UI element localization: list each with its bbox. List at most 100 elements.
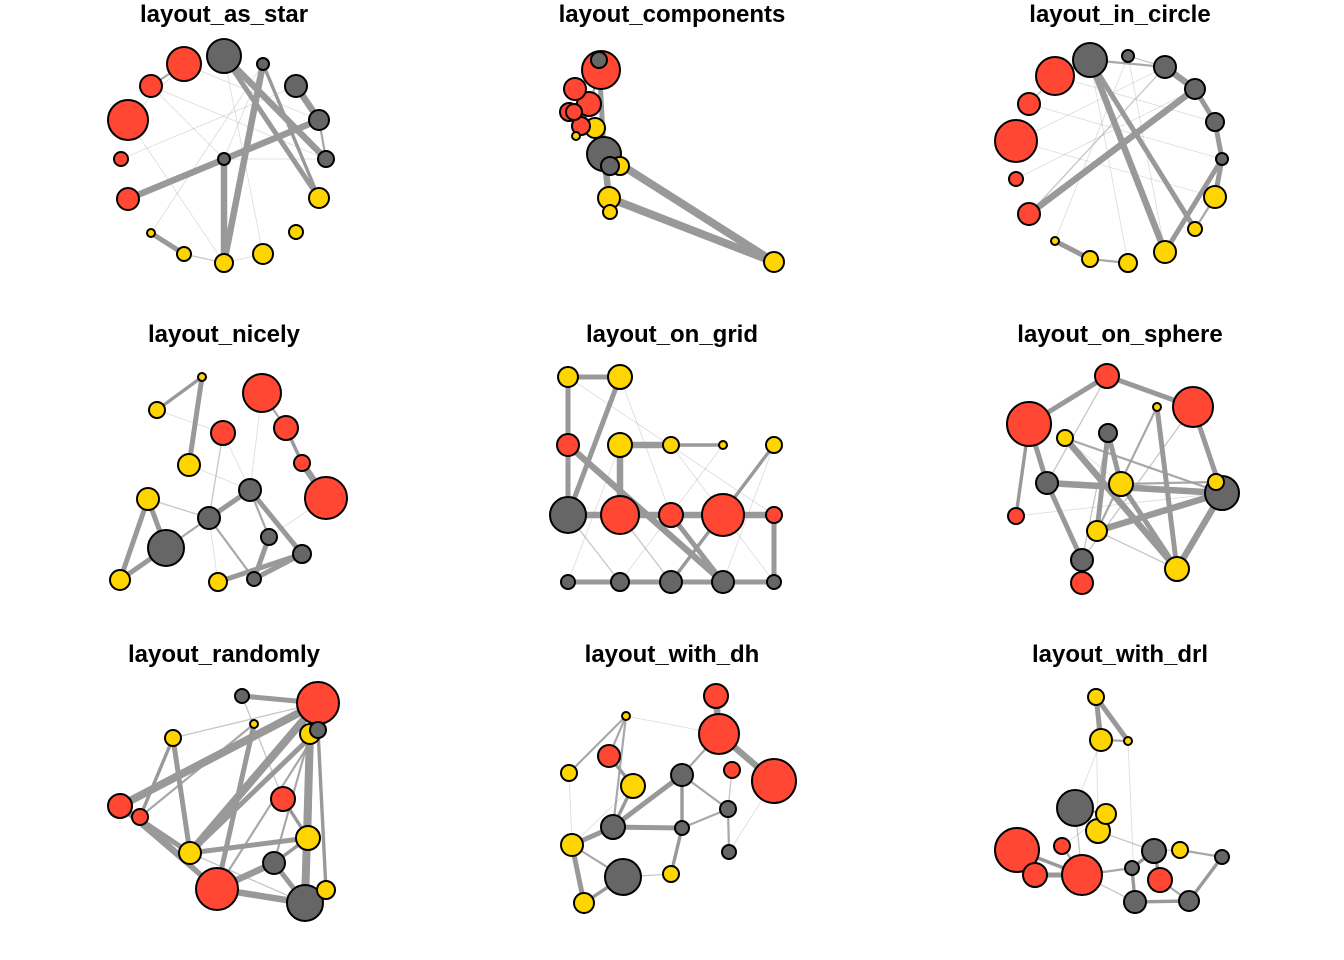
graph-node-red [1008,171,1024,187]
graph-edge [221,53,322,201]
graph-edge [571,785,634,846]
graph-edge [1096,530,1178,570]
graph-node-gray [256,57,270,71]
graph-node-red [273,415,299,441]
graph-edge [568,772,573,846]
graph-node-red [723,761,741,779]
graph-node-gray [721,844,737,860]
panel-layout-on-grid: layout_on_grid [549,321,783,594]
graph-node-red [597,744,621,768]
graph-edge [241,695,284,800]
panel-layout-in-circle: layout_in_circle [994,1,1229,273]
graph-edge [214,721,257,892]
graph-edge [186,374,205,468]
graph-node-yellow [178,841,202,865]
graph-node-red [1094,363,1120,389]
graph-node-red [1147,867,1173,893]
graph-edge [600,150,778,266]
graph-node-gray [590,51,608,69]
graph-node-red [195,867,239,911]
graph-edge [1015,66,1166,142]
graph-node-red [113,151,129,167]
panel-title: layout_with_drl [1032,641,1208,668]
graph-node-yellow [662,865,680,883]
graph-node-red [296,681,340,725]
graph-node-gray [1123,890,1147,914]
graph-node-gray [1205,112,1225,132]
graph-node-yellow [1056,429,1074,447]
graph-node-gray [309,721,327,739]
graph-node-gray [600,814,626,840]
graph-node-gray [1215,152,1229,166]
graph-edge [1086,56,1169,256]
graph-node-yellow [1153,240,1177,264]
graph-node-red [293,454,311,472]
graph-node-gray [1035,471,1059,495]
graph-edge [189,852,306,904]
graph-edge [150,63,264,234]
graph-edge [1118,481,1180,572]
graph-edge [150,85,225,160]
graph-node-yellow [765,436,783,454]
graph-edge [1054,75,1216,123]
graph-node-yellow [1171,841,1189,859]
graph-node-red [166,46,202,82]
graph-edge [1015,88,1196,180]
graph-node-gray [610,572,630,592]
graph-node-yellow [109,569,131,591]
graph-node-yellow [136,487,160,511]
graph-node-gray [317,150,335,168]
graph-node-gray [560,574,576,590]
graph-node-red [565,103,583,121]
graph-node-red [698,713,740,755]
graph-node-yellow [164,729,182,747]
graph-node-gray [766,574,782,590]
graph-edge [316,728,328,892]
graph-edge [170,735,193,856]
graph-node-gray [217,152,231,166]
graph-node-gray [659,570,683,594]
graph-node-red [994,827,1040,873]
graph-node-red [1070,571,1094,595]
graph-edge [120,85,297,160]
graph-node-red [1017,92,1041,116]
graph-node-red [131,808,149,826]
graph-node-yellow [1089,728,1113,752]
graph-node-yellow [620,773,646,799]
graph-node-gray [549,496,587,534]
graph-node-yellow [1203,185,1227,209]
panel-title: layout_on_grid [586,321,758,348]
nodes [107,681,340,922]
graph-edge [1095,405,1159,533]
panel-layout-with-drl: layout_with_drl [994,641,1230,914]
graph-edge [247,487,305,557]
nodes [549,364,783,594]
graph-node-yellow [1164,556,1190,582]
graph-node-yellow [1087,688,1105,706]
graph-edge [223,55,264,255]
graph-edge [183,63,320,121]
graph-edge [1061,434,1181,573]
graph-edge [301,730,314,907]
graph-node-yellow [763,251,785,273]
graph-edge [564,441,727,586]
graph-edge [172,702,319,739]
graph-node-yellow [1050,236,1060,246]
graph-node-yellow [208,572,228,592]
graph-edge [1087,57,1198,232]
graph-node-red [270,786,296,812]
graph-node-yellow [1108,471,1134,497]
graph-node-red [1172,386,1214,428]
graph-node-yellow [607,364,633,390]
graph-node-gray [1070,548,1094,572]
graph-edge [220,52,330,163]
graph-node-red [242,373,282,413]
graph-edge [611,714,628,829]
graph-node-gray [308,109,330,131]
graph-node-red [1061,854,1103,896]
graph-node-gray [670,763,694,787]
graph-node-red [116,187,140,211]
graph-node-gray [604,858,642,896]
graph-edge [1093,694,1131,744]
graph-node-gray [1056,789,1094,827]
